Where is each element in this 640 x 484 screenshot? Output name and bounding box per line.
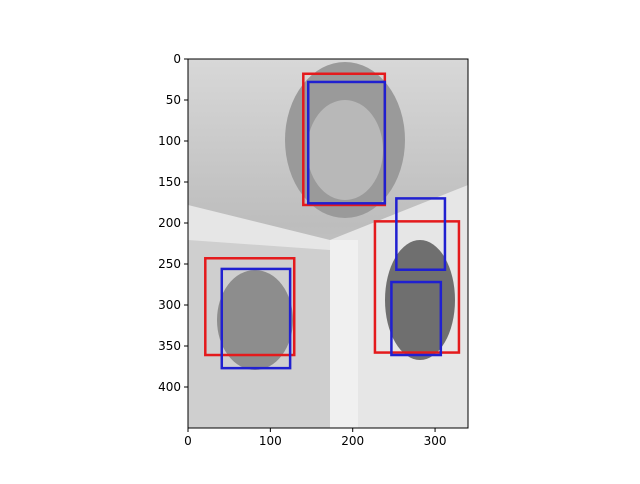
photo — [188, 59, 468, 428]
bounding-box — [220, 267, 292, 370]
y-tick-label: 50 — [166, 93, 181, 107]
axes-frame — [187, 58, 469, 429]
bounding-box — [390, 280, 443, 357]
y-tick-label: 0 — [173, 52, 181, 66]
bounding-box — [204, 257, 296, 357]
bounding-box — [373, 220, 461, 354]
y-tick-label: 350 — [158, 339, 181, 353]
y-tick-label: 250 — [158, 257, 181, 271]
y-tick-label: 300 — [158, 298, 181, 312]
x-tick-label: 200 — [341, 434, 364, 448]
y-tick-label: 400 — [158, 380, 181, 394]
x-tick-label: 100 — [259, 434, 282, 448]
y-tick-label: 200 — [158, 216, 181, 230]
y-tick-label: 100 — [158, 134, 181, 148]
bounding-box — [306, 80, 387, 205]
bounding-box — [395, 197, 447, 271]
y-tick-label: 150 — [158, 175, 181, 189]
x-tick-label: 300 — [424, 434, 447, 448]
x-tick-label: 0 — [184, 434, 192, 448]
